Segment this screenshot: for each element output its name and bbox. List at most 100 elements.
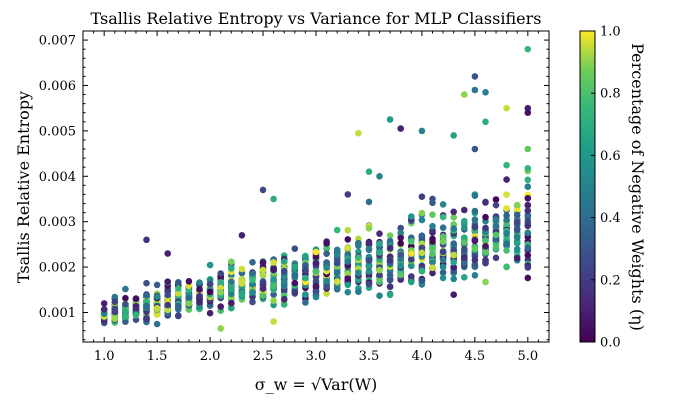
scatter-point [312,277,320,285]
scatter-point [408,238,415,245]
colorbar-ticks: 0.0 0.2 0.4 0.6 0.8 1.0 [591,25,621,351]
scatter-point [344,236,352,243]
scatter-point [344,244,352,252]
scatter-point [524,165,532,172]
scatter-point [333,278,341,285]
scatter-point [280,301,288,308]
x-tick-label: 2.5 [253,349,274,364]
colorbar: 0.0 0.2 0.4 0.6 0.8 1.0 Percentage of Negativ… [579,25,647,351]
scatter-point [323,290,330,297]
scatter-point [524,252,532,259]
scatter-point [524,109,532,116]
scatter-point [122,301,129,308]
scatter-point [323,283,330,291]
scatter-point [524,201,532,209]
scatter-point [450,208,458,216]
scatter-point [270,318,277,325]
scatter-point [461,274,468,281]
scatter-point [344,281,352,289]
scatter-point [471,256,479,264]
scatter-point [386,116,394,123]
scatter-point [397,271,405,279]
scatter-point [185,300,193,308]
scatter-point [111,305,119,313]
scatter-point [408,262,415,270]
scatter-point [397,125,405,132]
scatter-point [164,291,171,299]
scatter-point [228,304,235,312]
scatter-point [461,91,468,98]
scatter-point [461,259,468,267]
scatter-point [461,206,468,214]
scatter-point [228,258,235,266]
scatter-point [228,299,235,307]
scatter-point [524,222,532,230]
x-tick-label: 4.0 [412,349,433,364]
scatter-point [270,195,277,203]
scatter-point [439,233,447,240]
scatter-point [513,254,521,262]
scatter-point [492,196,500,203]
data-points [100,45,532,332]
scatter-point [513,245,521,253]
scatter-point [185,287,193,294]
scatter-point [206,280,214,288]
y-tick-label: 0.005 [39,124,76,139]
scatter-point [333,269,341,276]
scatter-point [524,244,532,252]
scatter-point [312,260,320,267]
scatter-point [280,278,288,286]
scatter-point [164,306,171,314]
scatter-point [524,264,532,271]
scatter-point [323,277,330,285]
scatter-point [175,279,182,286]
scatter-point [429,269,436,277]
scatter-point [344,275,352,283]
scatter-point [312,282,320,290]
scatter-point [492,223,500,230]
scatter-point [471,263,479,270]
scatter-point [355,248,362,256]
scatter-point [397,240,405,247]
scatter-point [482,118,489,126]
scatter-point [132,305,140,313]
scatter-point [418,244,426,252]
colorbar-tick-label: 0.4 [600,211,621,226]
scatter-point [153,281,161,289]
scatter-point [270,282,277,290]
scatter-point [450,240,458,247]
scatter-point [492,231,500,239]
scatter-point [450,225,458,232]
colorbar-tick-label: 0.8 [600,87,621,102]
scatter-point [164,278,171,286]
scatter-point [429,199,436,207]
scatter-point [439,256,447,264]
scatter-point [439,248,447,256]
scatter-point [196,279,203,286]
scatter-point [450,263,458,271]
scatter-point [143,315,150,323]
scatter-point [249,276,256,284]
scatter-point [429,250,436,258]
scatter-point [482,89,489,96]
scatter-point [418,193,426,200]
scatter-point [302,274,309,282]
scatter-point [418,127,426,135]
scatter-point [471,245,479,253]
scatter-point [503,104,510,112]
scatter-point [206,261,214,269]
scatter-point [397,262,405,270]
scatter-point [461,224,468,232]
scatter-point [482,213,489,221]
scatter-point [365,268,373,275]
scatter-point [111,315,119,323]
scatter-point [164,250,171,257]
scatter-point [365,257,373,264]
scatter-point [100,306,108,313]
scatter-point [270,266,277,274]
scatter-point [524,45,532,53]
scatter-point [429,244,436,252]
scatter-point [280,267,288,275]
scatter-point [503,205,510,212]
scatter-point [418,216,426,224]
